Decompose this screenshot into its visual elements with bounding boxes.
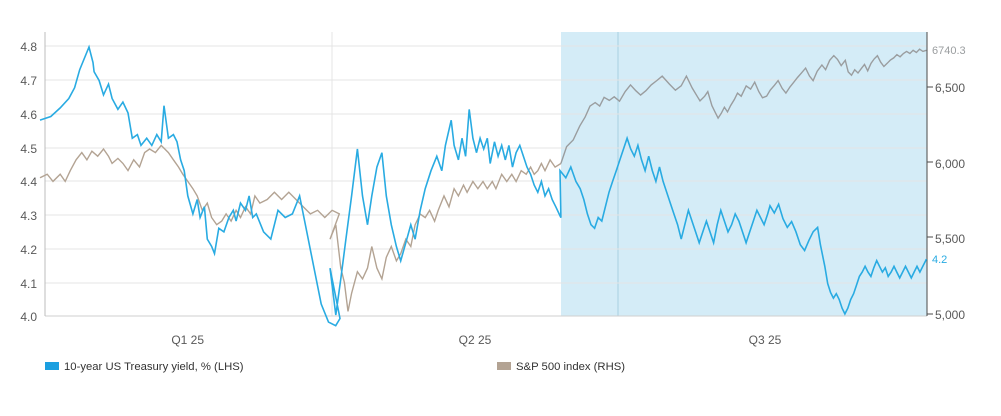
- svg-text:6740.3: 6740.3: [932, 45, 966, 57]
- svg-text:4.2: 4.2: [932, 254, 947, 266]
